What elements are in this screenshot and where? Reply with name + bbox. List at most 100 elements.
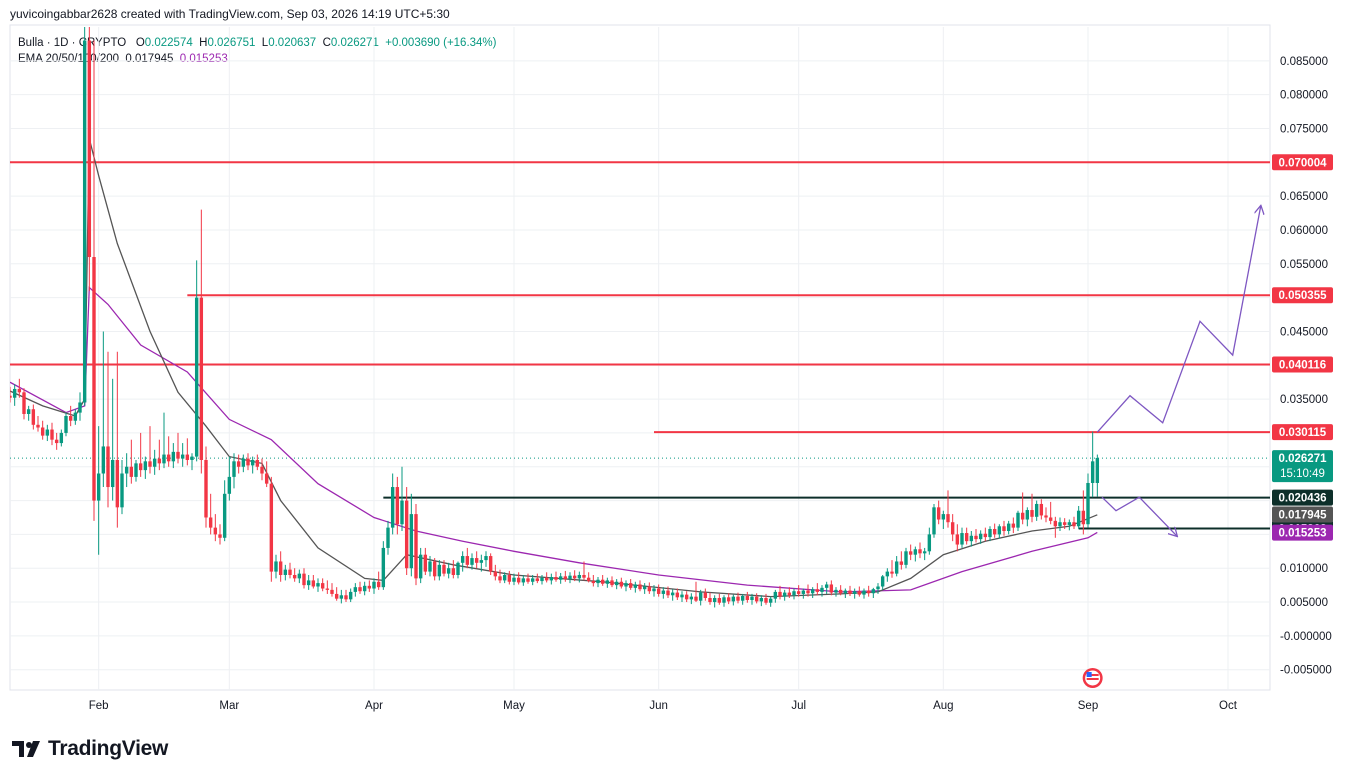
candle [1095, 454, 1100, 497]
candle-body [661, 590, 666, 594]
candle [241, 454, 246, 473]
candle-body [899, 561, 904, 565]
candle [512, 573, 516, 586]
candle [26, 405, 31, 421]
candle-body [414, 514, 418, 579]
x-tick-label: Jul [791, 700, 806, 712]
price-tag-countdown: 15:10:49 [1280, 468, 1325, 480]
candle [834, 587, 838, 597]
level-tag-resistance-bg [1272, 287, 1333, 304]
candle-body [1030, 510, 1034, 517]
price-tag-text: 0.017945 [1279, 509, 1328, 521]
candle [1048, 501, 1053, 525]
candle [600, 574, 605, 586]
candle-body [955, 534, 960, 545]
candle [199, 209, 204, 474]
candle-body [964, 533, 969, 542]
candle-body [330, 589, 334, 594]
level-tag-resistance-text: 0.040116 [1279, 359, 1326, 371]
candle [414, 503, 418, 586]
candle-body [591, 581, 596, 584]
level-tag-support-text: 0.020436 [1279, 493, 1327, 505]
candle [689, 593, 694, 605]
time-axis[interactable]: Feb Mar Apr May Jun Jul Aug Sep Oct [89, 700, 1238, 712]
candle [376, 571, 381, 590]
candle-body [652, 588, 656, 592]
candle [703, 588, 708, 601]
candle [960, 527, 964, 548]
price-tag-bg [1272, 524, 1333, 541]
candle [829, 580, 834, 596]
candle [740, 593, 745, 605]
candle-body [586, 577, 591, 582]
candle-body [1016, 512, 1020, 528]
candle-body [922, 551, 927, 554]
candle [288, 562, 292, 579]
candle [647, 582, 652, 594]
candle [437, 560, 442, 581]
candle [782, 589, 787, 601]
candle [274, 554, 278, 579]
level-tag-resistance-text: 0.050355 [1279, 290, 1328, 302]
candle-body [269, 483, 274, 572]
candle-body [498, 576, 502, 581]
candle-body [92, 257, 96, 501]
y-tick-label: 0.045000 [1280, 326, 1328, 338]
candle [325, 580, 330, 594]
candle [1076, 505, 1081, 529]
candle [936, 500, 941, 525]
candles [10, 27, 1100, 608]
candle [619, 577, 624, 589]
candle [204, 446, 208, 528]
candle [148, 426, 152, 474]
candle-body [31, 409, 36, 425]
candle-body [689, 596, 694, 600]
low-value: 0.020637 [268, 37, 317, 49]
candle [638, 580, 642, 592]
candle [642, 583, 647, 594]
candle-body [600, 579, 605, 584]
candle-body [549, 577, 554, 581]
candle [722, 595, 726, 607]
candle [661, 587, 666, 599]
candle-body [806, 590, 810, 594]
y-tick-label: 0.005000 [1280, 597, 1328, 609]
x-tick-label: Oct [1219, 700, 1238, 712]
candle-body [50, 429, 54, 440]
candle-body [470, 558, 474, 565]
candle [997, 524, 1002, 539]
candle [138, 432, 143, 477]
candle-body [619, 581, 624, 587]
candle [974, 528, 978, 543]
candle-body [400, 500, 404, 525]
candle-body [876, 586, 880, 590]
candle [171, 443, 176, 469]
candle-body [194, 297, 199, 457]
candle [684, 591, 689, 603]
candle-body [675, 592, 680, 598]
candle [316, 578, 320, 592]
candle-body [428, 561, 432, 572]
candle [54, 432, 59, 450]
candle [708, 592, 712, 605]
candle [572, 570, 577, 582]
tradingview-logo[interactable]: TradingView [12, 737, 168, 761]
candle [908, 544, 913, 561]
horizontal-levels [10, 161, 1270, 530]
candle [586, 572, 591, 583]
candle [633, 581, 638, 593]
candle-body [862, 590, 866, 595]
candle [526, 573, 530, 584]
candle [190, 453, 194, 471]
candle-body [292, 574, 297, 579]
candle-body [932, 507, 936, 535]
candle-body [134, 463, 138, 477]
candle [666, 586, 670, 598]
candle [96, 426, 101, 555]
candle-body [941, 514, 946, 520]
candle [213, 514, 218, 542]
candle-body [162, 454, 166, 464]
candle [264, 461, 269, 488]
candle-body [582, 574, 586, 578]
